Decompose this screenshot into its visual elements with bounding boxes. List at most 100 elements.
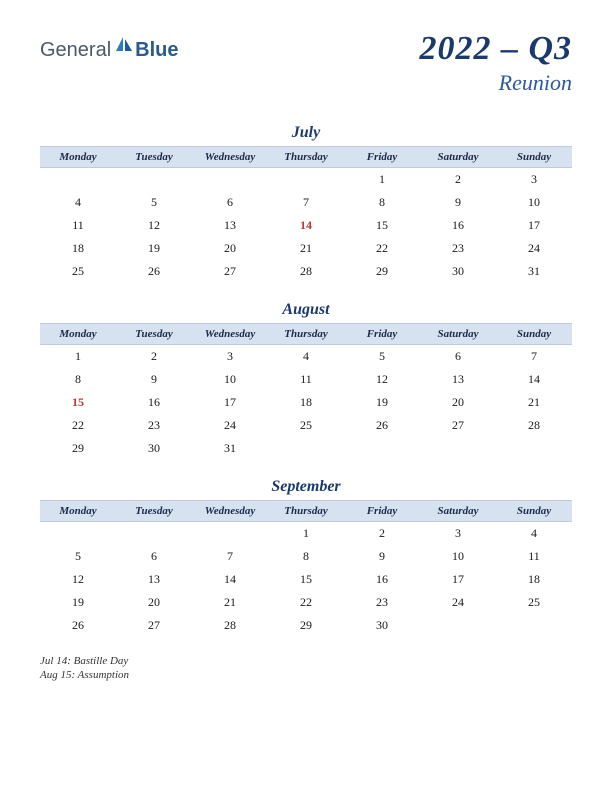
day-cell: 27 [192, 260, 268, 283]
day-cell: 17 [420, 568, 496, 591]
day-cell: 28 [192, 614, 268, 637]
day-header: Tuesday [116, 147, 192, 168]
day-header: Wednesday [192, 501, 268, 522]
day-cell: 29 [268, 614, 344, 637]
day-cell: 15 [268, 568, 344, 591]
day-header: Monday [40, 147, 116, 168]
day-cell: 17 [192, 391, 268, 414]
day-cell: 25 [268, 414, 344, 437]
table-row: 2627282930 [40, 614, 572, 637]
day-cell [420, 437, 496, 460]
day-cell: 30 [420, 260, 496, 283]
day-cell: 10 [496, 191, 572, 214]
day-header: Wednesday [192, 147, 268, 168]
logo-text-blue: Blue [135, 39, 178, 62]
day-cell: 18 [496, 568, 572, 591]
day-cell: 4 [40, 191, 116, 214]
day-cell: 25 [496, 591, 572, 614]
day-header: Wednesday [192, 324, 268, 345]
day-cell: 19 [116, 237, 192, 260]
day-cell: 24 [420, 591, 496, 614]
day-cell: 26 [116, 260, 192, 283]
day-cell: 12 [344, 368, 420, 391]
day-header: Monday [40, 324, 116, 345]
day-cell: 29 [40, 437, 116, 460]
day-cell: 24 [496, 237, 572, 260]
day-cell: 11 [496, 545, 572, 568]
day-cell: 15 [344, 214, 420, 237]
table-row: 15161718192021 [40, 391, 572, 414]
day-cell: 8 [40, 368, 116, 391]
day-cell: 18 [40, 237, 116, 260]
day-cell: 1 [268, 522, 344, 546]
day-cell: 12 [116, 214, 192, 237]
day-cell [344, 437, 420, 460]
day-header: Thursday [268, 501, 344, 522]
day-cell: 2 [420, 168, 496, 192]
day-cell: 8 [344, 191, 420, 214]
day-cell: 27 [420, 414, 496, 437]
day-cell: 5 [40, 545, 116, 568]
day-cell: 5 [344, 345, 420, 369]
day-cell: 31 [496, 260, 572, 283]
day-cell: 4 [496, 522, 572, 546]
day-header: Saturday [420, 324, 496, 345]
month-block: AugustMondayTuesdayWednesdayThursdayFrid… [40, 301, 572, 460]
table-row: 1234 [40, 522, 572, 546]
day-cell: 1 [344, 168, 420, 192]
day-header: Sunday [496, 324, 572, 345]
day-cell: 23 [344, 591, 420, 614]
day-cell: 2 [344, 522, 420, 546]
logo-text-general: General [40, 39, 111, 62]
day-cell: 29 [344, 260, 420, 283]
day-cell: 3 [192, 345, 268, 369]
day-cell: 9 [344, 545, 420, 568]
table-row: 22232425262728 [40, 414, 572, 437]
day-cell: 30 [116, 437, 192, 460]
day-cell [192, 168, 268, 192]
day-cell: 14 [192, 568, 268, 591]
day-cell: 24 [192, 414, 268, 437]
day-cell: 28 [268, 260, 344, 283]
day-cell: 19 [344, 391, 420, 414]
day-cell: 19 [40, 591, 116, 614]
month-name: August [40, 301, 572, 319]
day-cell [268, 168, 344, 192]
day-cell: 13 [192, 214, 268, 237]
day-header: Saturday [420, 501, 496, 522]
table-row: 891011121314 [40, 368, 572, 391]
day-cell [40, 522, 116, 546]
day-cell: 7 [192, 545, 268, 568]
day-header: Thursday [268, 147, 344, 168]
day-cell: 4 [268, 345, 344, 369]
day-cell [420, 614, 496, 637]
day-header: Friday [344, 501, 420, 522]
page-subtitle: Reunion [419, 70, 572, 96]
page-header: General Blue 2022 – Q3 Reunion [40, 30, 572, 96]
day-cell: 2 [116, 345, 192, 369]
day-cell: 7 [268, 191, 344, 214]
day-cell [496, 437, 572, 460]
day-cell [116, 168, 192, 192]
day-cell: 13 [116, 568, 192, 591]
day-cell: 22 [268, 591, 344, 614]
day-cell: 25 [40, 260, 116, 283]
holiday-note: Jul 14: Bastille Day [40, 655, 572, 667]
day-cell [192, 522, 268, 546]
logo-sail-icon [115, 36, 133, 57]
logo: General Blue [40, 36, 179, 65]
table-row: 1234567 [40, 345, 572, 369]
day-cell: 28 [496, 414, 572, 437]
day-cell [116, 522, 192, 546]
day-cell: 14 [268, 214, 344, 237]
day-cell: 20 [116, 591, 192, 614]
day-cell: 16 [116, 391, 192, 414]
day-cell [268, 437, 344, 460]
day-cell: 31 [192, 437, 268, 460]
day-cell [496, 614, 572, 637]
holiday-note: Aug 15: Assumption [40, 669, 572, 681]
day-cell: 9 [420, 191, 496, 214]
day-cell: 5 [116, 191, 192, 214]
day-cell: 14 [496, 368, 572, 391]
day-cell: 16 [420, 214, 496, 237]
